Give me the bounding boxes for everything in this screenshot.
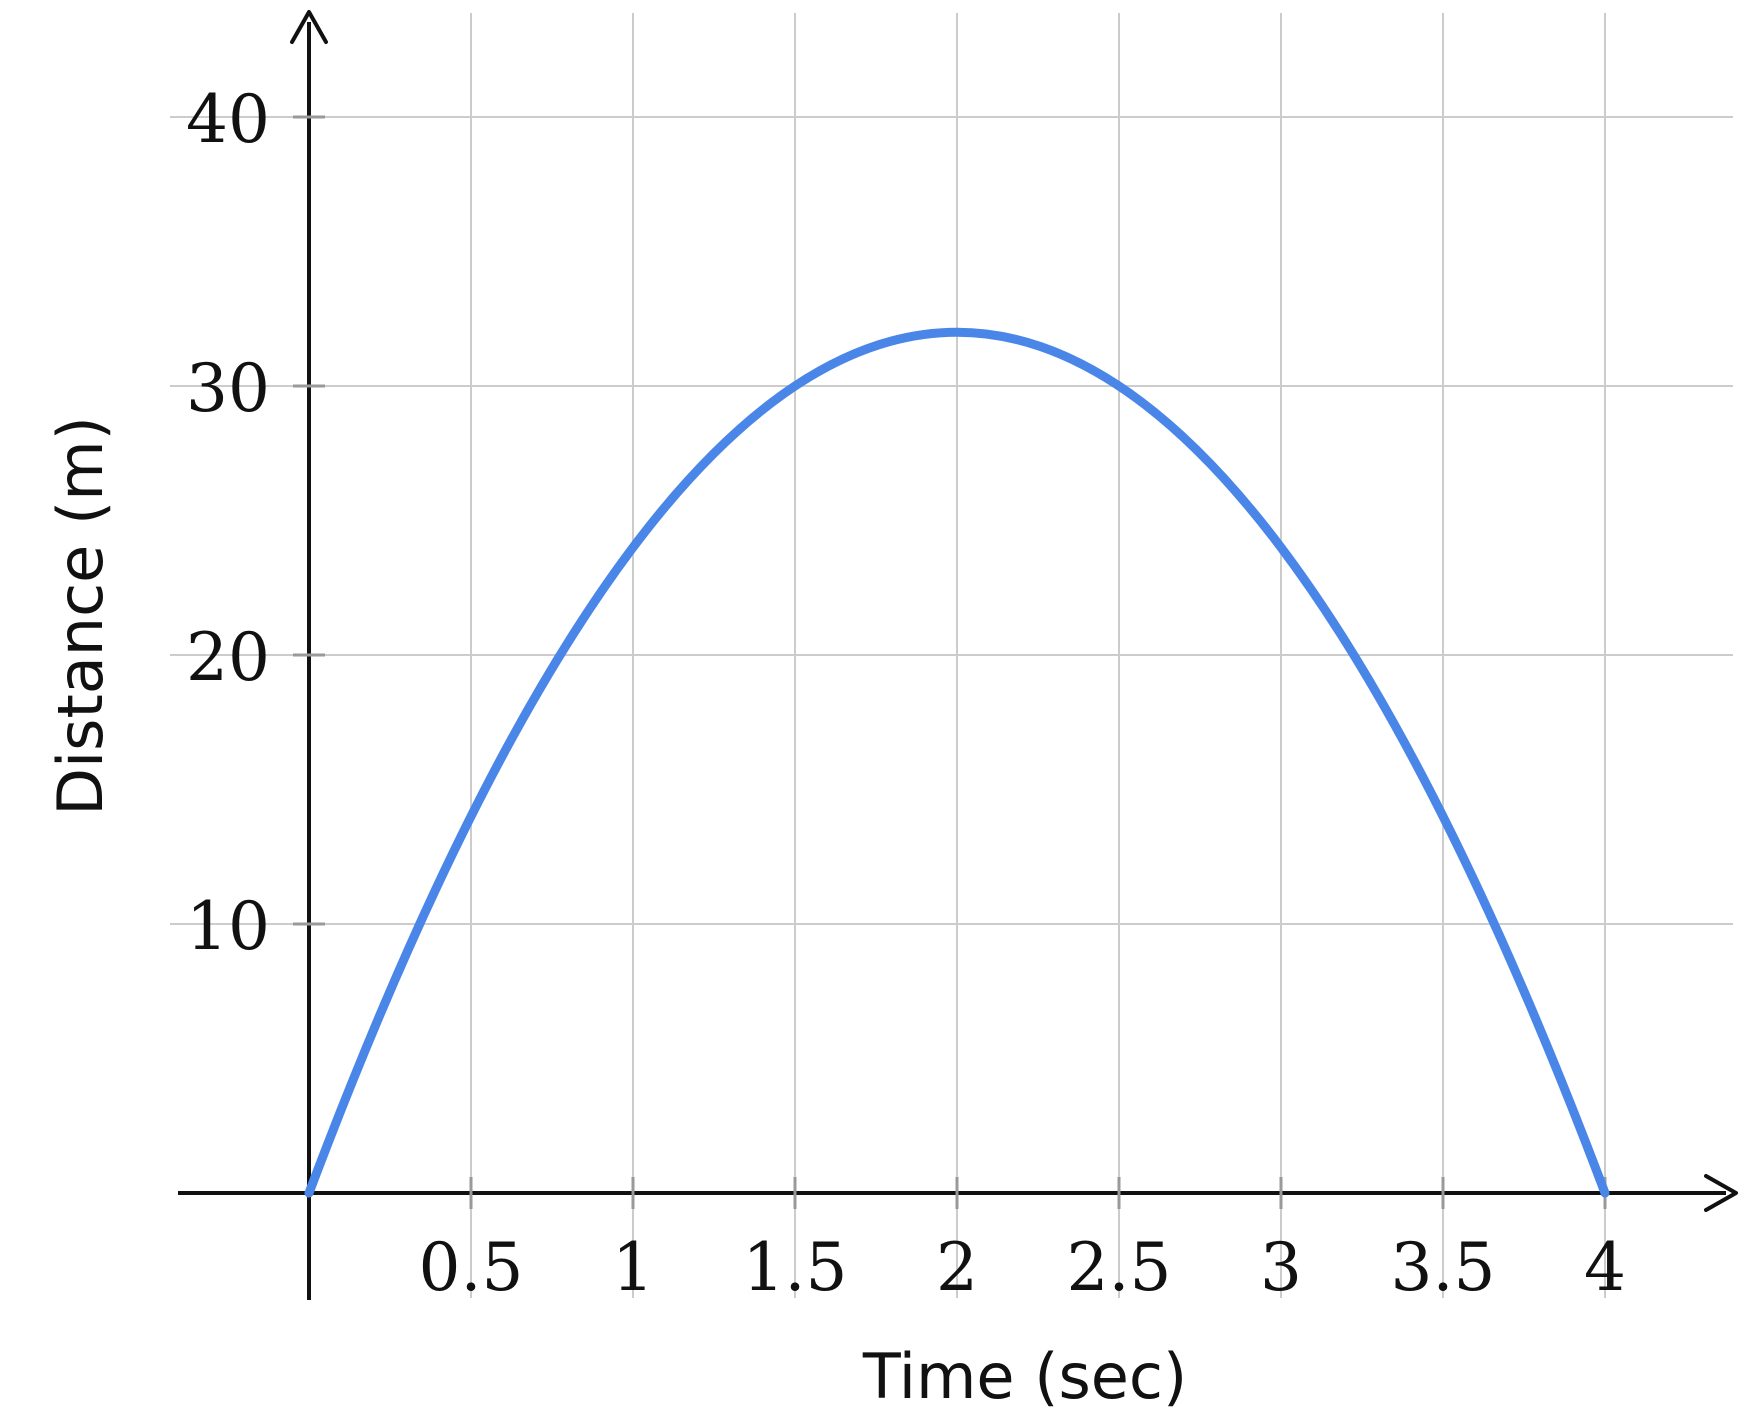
x-tick-label: 3 [1260,1229,1302,1306]
x-axis-title: Time (sec) [862,1340,1187,1413]
y-tick-label: 40 [186,81,270,158]
x-tick-label: 2 [936,1229,978,1306]
y-tick-label: 10 [186,888,270,965]
axis-tick-marks [293,115,1607,1209]
y-axis-arrowhead-icon [290,10,328,44]
x-axis-arrowhead-icon [1704,1174,1738,1212]
axes [178,10,1738,1300]
distance-curve [304,327,1610,1198]
y-tick-labels: 10 20 30 40 [186,81,270,965]
y-tick-label: 20 [186,619,270,696]
gridlines [170,13,1733,1298]
x-tick-label: 0.5 [419,1229,524,1306]
y-axis-title: Distance (m) [44,416,117,816]
x-tick-label: 1.5 [743,1229,848,1306]
x-tick-labels: 0.5 1 1.5 2 2.5 3 3.5 4 [419,1229,1626,1306]
x-tick-label: 1 [612,1229,654,1306]
x-tick-label: 3.5 [1391,1229,1496,1306]
x-tick-label: 2.5 [1067,1229,1172,1306]
y-tick-label: 30 [186,350,270,427]
x-tick-label: 4 [1584,1229,1626,1306]
